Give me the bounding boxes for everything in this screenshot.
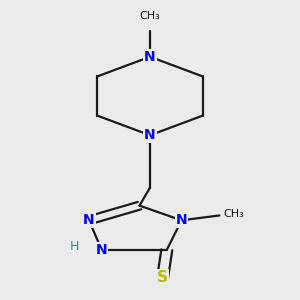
Text: N: N [83,213,95,227]
Text: S: S [157,270,168,285]
Text: N: N [176,213,188,227]
Text: N: N [144,50,156,64]
Text: N: N [96,243,107,257]
Text: CH₃: CH₃ [224,209,244,219]
Text: H: H [70,240,79,253]
Text: N: N [144,128,156,142]
Text: CH₃: CH₃ [140,11,160,21]
